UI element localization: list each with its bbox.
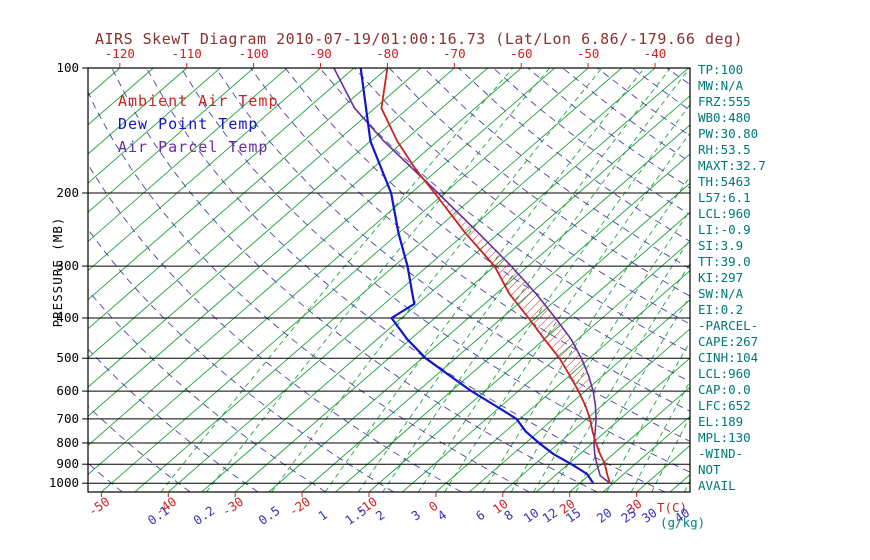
svg-text:30: 30 [624, 496, 645, 517]
stats-line: CAP:0.0 [698, 382, 751, 397]
ambient-temp-curve [380, 68, 611, 484]
stats-panel: TP:100 MW:N/A FRZ:555 WB0:480 PW:30.80 RH:53.… [698, 62, 766, 494]
stats-line: KI:297 [698, 270, 744, 285]
top-temp-labels: -120 -110 -100 -90 -80 -70 -60 -50 -40 [105, 46, 667, 68]
svg-text:900: 900 [56, 456, 79, 471]
mixing-ratio-lines [160, 68, 690, 492]
svg-text:4: 4 [435, 507, 450, 524]
svg-text:1: 1 [315, 507, 330, 524]
svg-text:400: 400 [56, 310, 79, 325]
svg-text:800: 800 [56, 435, 79, 450]
pressure-axis-title: PRESSURE (MB) [50, 217, 65, 328]
legend-ambient: Ambient Air Temp [118, 92, 279, 110]
svg-text:-60: -60 [510, 46, 533, 61]
stats-line: LI:-0.9 [698, 222, 751, 237]
stats-line: LCL:960 [698, 206, 751, 221]
svg-text:10: 10 [490, 496, 511, 517]
svg-text:-110: -110 [172, 46, 202, 61]
stats-line: -PARCEL- [698, 318, 759, 333]
svg-text:-80: -80 [376, 46, 399, 61]
stats-line: FRZ:555 [698, 94, 751, 109]
stats-line: PW:30.80 [698, 126, 759, 141]
stats-line: -WIND- [698, 446, 744, 461]
stats-line: LFC:652 [698, 398, 751, 413]
svg-text:-20: -20 [286, 494, 313, 519]
svg-text:8: 8 [501, 507, 516, 524]
svg-text:200: 200 [56, 185, 79, 200]
legend-parcel: Air Parcel Temp [118, 138, 269, 156]
stats-line: CAPE:267 [698, 334, 759, 349]
svg-text:-90: -90 [309, 46, 332, 61]
stats-line: NOT [698, 462, 721, 477]
svg-text:100: 100 [56, 60, 79, 75]
stats-line: RH:53.5 [698, 142, 751, 157]
svg-text:-120: -120 [105, 46, 135, 61]
stats-line: CINH:104 [698, 350, 759, 365]
svg-text:300: 300 [56, 258, 79, 273]
svg-text:20: 20 [557, 496, 578, 517]
svg-text:-30: -30 [219, 494, 246, 519]
stats-line: EL:189 [698, 414, 744, 429]
svg-text:500: 500 [56, 350, 79, 365]
svg-text:20: 20 [594, 505, 615, 526]
stats-line: L57:6.1 [698, 190, 751, 205]
legend-dewpoint: Dew Point Temp [118, 115, 259, 133]
svg-text:12: 12 [539, 505, 560, 526]
dewpoint-curve [359, 68, 595, 484]
isotherm-lines [88, 68, 690, 492]
svg-text:15: 15 [563, 505, 584, 526]
isobar-lines [88, 192, 690, 484]
stats-line: TP:100 [698, 62, 744, 77]
svg-text:40: 40 [671, 505, 692, 526]
svg-text:-70: -70 [443, 46, 466, 61]
svg-text:25: 25 [618, 505, 639, 526]
svg-text:700: 700 [56, 411, 79, 426]
svg-text:-50: -50 [577, 46, 600, 61]
stats-line: MPL:130 [698, 430, 751, 445]
stats-line: TH:5463 [698, 174, 751, 189]
chart-title: AIRS SkewT Diagram 2010-07-19/01:00:16.7… [95, 30, 744, 48]
svg-text:3: 3 [408, 507, 423, 524]
svg-text:30: 30 [639, 505, 660, 526]
svg-text:2: 2 [373, 507, 388, 524]
stats-line: TT:39.0 [698, 254, 751, 269]
svg-text:10: 10 [521, 505, 542, 526]
plot-border [87, 67, 691, 493]
stats-line: SW:N/A [698, 286, 744, 301]
mixing-unit-label: (g/kg) [660, 515, 705, 530]
stats-line: SI:3.9 [698, 238, 744, 253]
svg-text:0.5: 0.5 [256, 503, 283, 528]
stats-line: EI:0.2 [698, 302, 744, 317]
temp-unit-label: T(C) [657, 500, 687, 515]
stats-line: AVAIL [698, 478, 736, 493]
svg-text:-40: -40 [644, 46, 667, 61]
stats-line: MAXT:32.7 [698, 158, 766, 173]
svg-text:-100: -100 [239, 46, 269, 61]
pressure-axis-labels: 100 200 300 400 500 600 700 800 900 1000 [49, 60, 88, 490]
svg-text:1000: 1000 [49, 475, 79, 490]
stats-line: WB0:480 [698, 110, 751, 125]
svg-text:6: 6 [473, 507, 488, 524]
svg-text:0.2: 0.2 [190, 503, 217, 528]
stats-line: LCL:960 [698, 366, 751, 381]
svg-text:600: 600 [56, 383, 79, 398]
legend: Ambient Air Temp Dew Point Temp Air Parc… [118, 90, 279, 159]
svg-text:-50: -50 [85, 494, 112, 519]
stats-line: MW:N/A [698, 78, 744, 93]
parcel-temp-curve [333, 68, 611, 484]
